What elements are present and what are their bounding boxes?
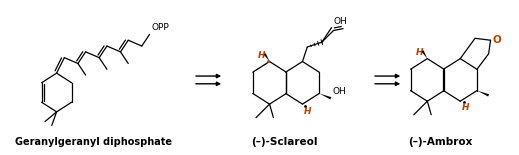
Text: (–)-Sclareol: (–)-Sclareol (252, 137, 318, 146)
Polygon shape (264, 53, 269, 62)
Polygon shape (477, 91, 489, 97)
Text: OH: OH (333, 17, 347, 26)
Polygon shape (421, 50, 427, 59)
Text: H: H (304, 107, 311, 116)
Text: O: O (493, 35, 501, 45)
Polygon shape (319, 93, 331, 99)
Text: H: H (416, 48, 424, 57)
Text: Geranylgeranyl diphosphate: Geranylgeranyl diphosphate (16, 137, 172, 146)
Text: H: H (462, 103, 470, 112)
Text: (–)-Ambrox: (–)-Ambrox (408, 137, 473, 146)
Text: H: H (258, 51, 266, 60)
Text: OPP: OPP (152, 22, 169, 31)
Text: OH: OH (333, 87, 347, 96)
